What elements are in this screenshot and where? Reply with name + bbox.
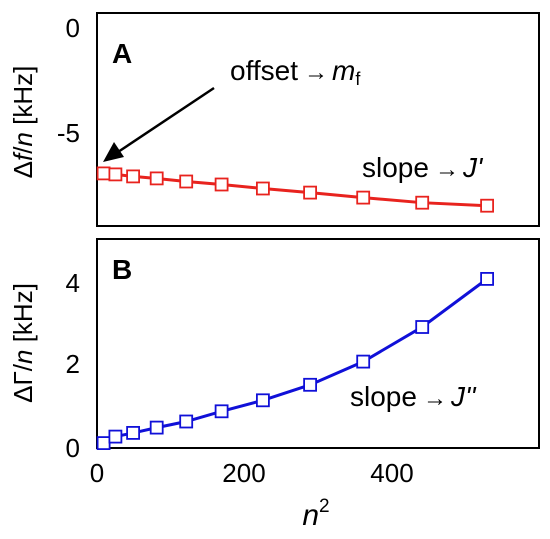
- data-point-a-0: [96, 166, 111, 181]
- data-point-b-7: [303, 377, 318, 392]
- ytick-b-1: 2: [66, 349, 80, 379]
- data-point-b-1: [108, 429, 123, 444]
- annotation-slope-b: slope → J'': [350, 381, 477, 412]
- data-point-a-10: [480, 198, 495, 213]
- panel-b-series: [96, 271, 495, 451]
- data-point-b-9: [415, 320, 430, 334]
- annotation-slope-a: slope → J': [362, 152, 484, 183]
- data-point-b-6: [255, 393, 270, 408]
- xlabel: n2: [302, 496, 329, 532]
- data-point-b-4: [179, 414, 194, 429]
- data-point-b-5: [214, 404, 229, 419]
- data-point-b-2: [126, 425, 140, 440]
- annotation-offset: offset → mf: [230, 55, 361, 89]
- data-point-a-4: [179, 174, 194, 189]
- data-point-a-7: [303, 185, 318, 200]
- panel-a-frame: [96, 12, 540, 227]
- data-point-b-0: [96, 436, 111, 451]
- data-point-b-8: [356, 354, 371, 369]
- xtick-2: 400: [370, 458, 413, 488]
- panel-a-series: [96, 166, 495, 213]
- xtick-1: 200: [222, 458, 265, 488]
- ytick-a-0: 0: [66, 13, 80, 43]
- data-point-b-3: [149, 420, 164, 435]
- xtick-0: 0: [90, 458, 104, 488]
- series-line-b: [102, 277, 489, 445]
- data-point-a-6: [255, 181, 270, 196]
- data-point-a-9: [415, 195, 430, 210]
- offset-arrow-line: [117, 86, 215, 154]
- data-point-a-2: [126, 169, 140, 184]
- data-point-a-1: [108, 167, 123, 182]
- panel-b-label: B: [112, 254, 132, 285]
- ytick-b-2: 4: [66, 268, 80, 298]
- data-point-a-5: [214, 177, 229, 192]
- data-point-b-10: [480, 271, 495, 286]
- data-point-a-3: [149, 171, 164, 186]
- ylabel-b: ΔΓ/n [kHz]: [8, 283, 38, 403]
- panel-b-frame: [96, 238, 540, 449]
- panel-a-label: A: [112, 38, 132, 69]
- data-point-a-8: [356, 190, 371, 205]
- ytick-b-0: 0: [66, 433, 80, 463]
- ylabel-a: Δf/n [kHz]: [8, 66, 38, 179]
- offset-arrow-head: [103, 142, 124, 162]
- ytick-a-1: -5: [57, 118, 80, 148]
